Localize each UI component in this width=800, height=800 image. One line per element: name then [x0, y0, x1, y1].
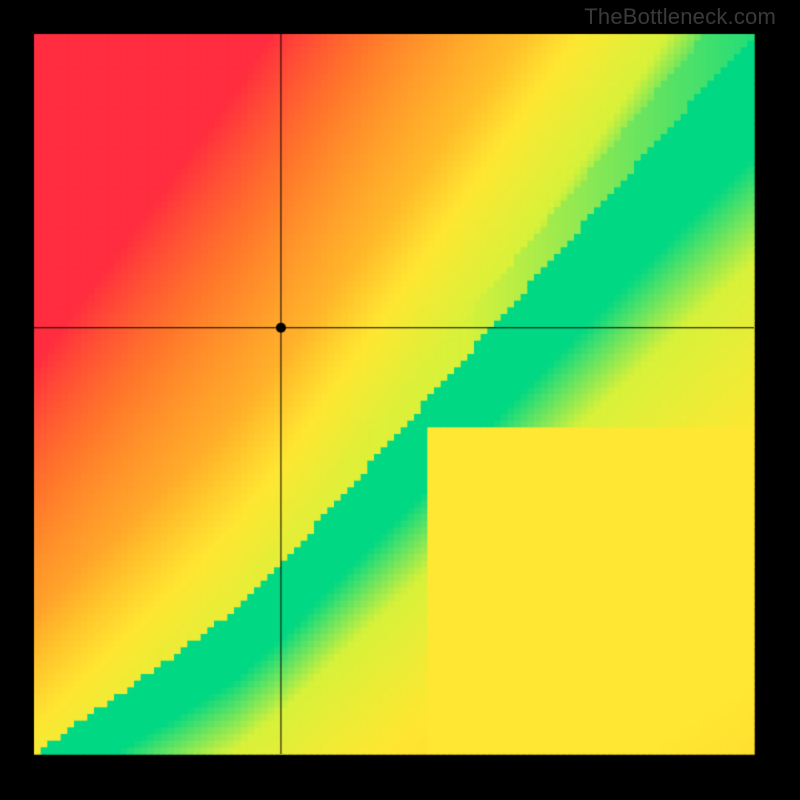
root: TheBottleneck.com: [0, 0, 800, 800]
watermark-text: TheBottleneck.com: [584, 4, 776, 30]
bottleneck-heatmap: [0, 0, 800, 800]
